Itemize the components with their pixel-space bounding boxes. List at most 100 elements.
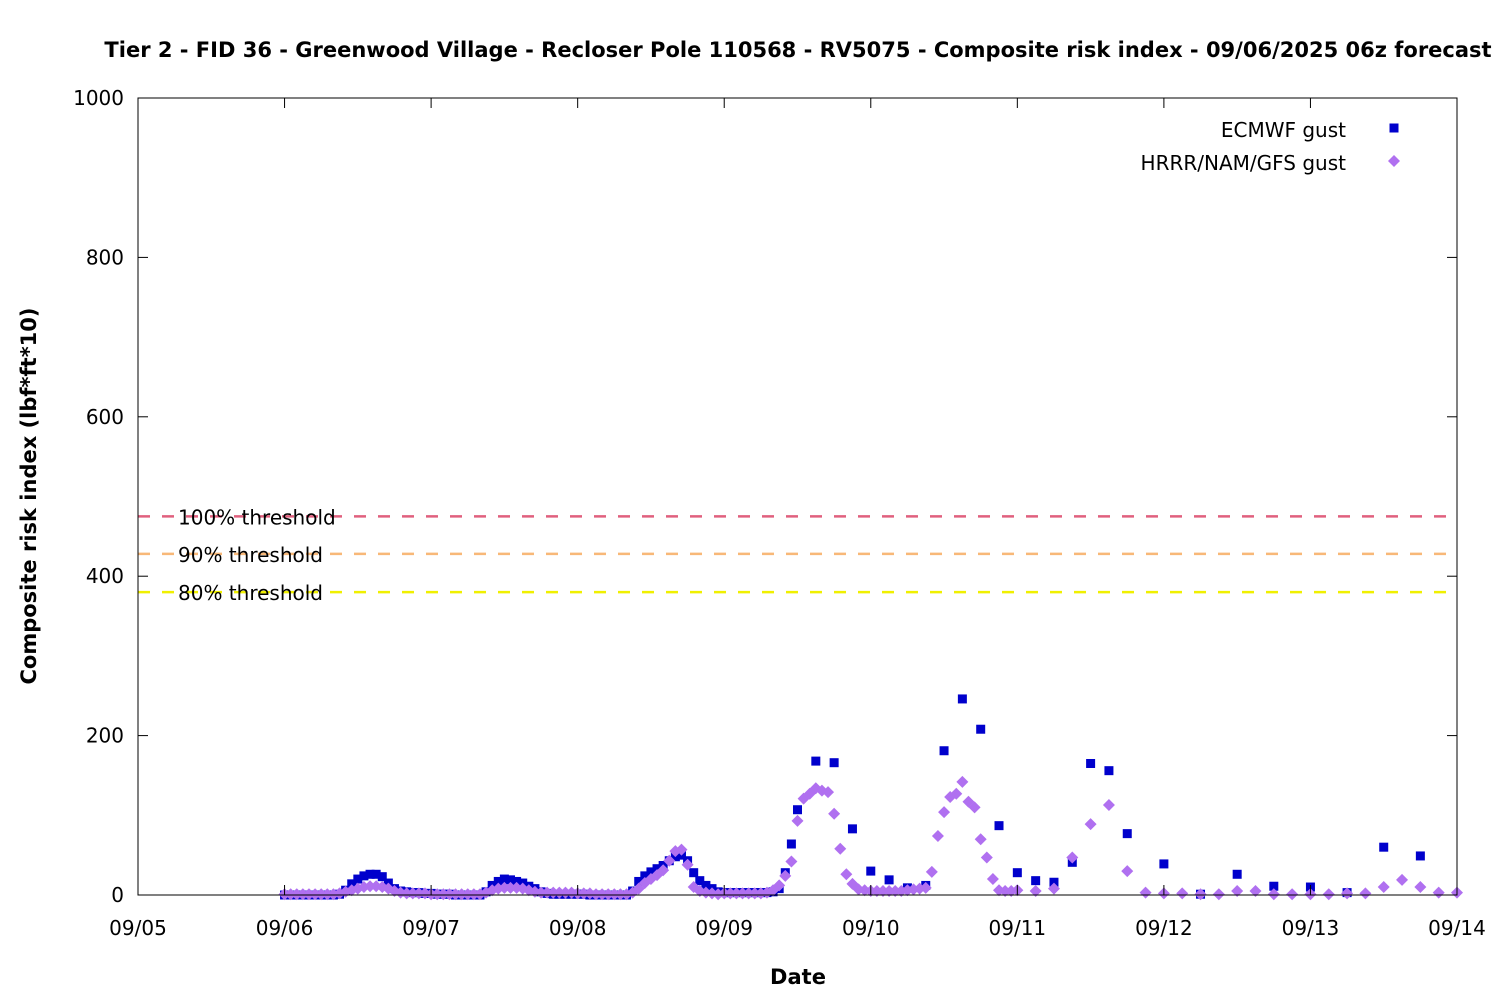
hrrr-point	[840, 868, 853, 881]
hrrr-point	[315, 888, 328, 901]
x-tick-labels: 09/05 09/06 09/07 09/08 09/09 09/10 09/11 09/12…	[109, 916, 1486, 940]
ecmwf-point	[957, 694, 967, 704]
hrrr-point	[614, 888, 627, 901]
hrrr-point	[999, 885, 1012, 898]
hrrr-point	[577, 887, 590, 900]
hrrr-point	[1286, 888, 1299, 901]
x-tick-label: 09/06	[256, 916, 314, 940]
hrrr-point	[968, 801, 981, 814]
hrrr-point	[400, 887, 413, 900]
ecmwf-point	[377, 872, 387, 882]
ecmwf-point	[347, 879, 357, 889]
hrrr-point	[1029, 885, 1042, 898]
x-tick-label: 09/13	[1282, 916, 1340, 940]
axis-ticks	[137, 97, 1458, 896]
x-axis-label: Date	[770, 965, 826, 989]
hrrr-point	[412, 887, 425, 900]
hrrr-point	[364, 880, 377, 893]
ecmwf-point	[505, 875, 515, 885]
ecmwf-point	[1049, 877, 1059, 887]
hrrr-point	[321, 888, 334, 901]
hrrr-point	[1396, 873, 1409, 886]
hrrr-point	[1432, 886, 1445, 899]
hrrr-point	[608, 888, 621, 901]
ecmwf-point	[353, 874, 363, 884]
y-tick-labels: 0 200 400 600 800 1000	[73, 86, 124, 907]
x-tick-label: 09/08	[549, 916, 607, 940]
hrrr-point	[828, 807, 841, 820]
x-tick-label: 09/14	[1428, 916, 1486, 940]
hrrr-point	[931, 830, 944, 843]
threshold-lines: 100% threshold 90% threshold 80% threshold	[138, 505, 1457, 605]
hrrr-point	[1377, 881, 1390, 894]
y-axis-label: Composite risk index (lbf*ft*10)	[17, 307, 41, 684]
ecmwf-point	[1122, 829, 1132, 839]
hrrr-point	[748, 887, 761, 900]
hrrr-point	[309, 888, 322, 901]
hrrr-point	[1267, 888, 1280, 901]
hrrr-point	[443, 888, 456, 901]
hrrr-point	[1066, 851, 1079, 864]
hrrr-point	[437, 888, 450, 901]
hrrr-point	[1231, 885, 1244, 898]
ecmwf-point	[847, 824, 857, 834]
hrrr-point	[1084, 818, 1097, 831]
hrrr-point	[559, 886, 572, 899]
hrrr-point	[498, 881, 511, 894]
ecmwf-point	[786, 839, 796, 849]
ecmwf-point	[829, 758, 839, 768]
legend-label: ECMWF gust	[1221, 118, 1346, 142]
hrrr-point	[986, 873, 999, 886]
ecmwf-point	[1379, 842, 1389, 852]
threshold-label: 80% threshold	[178, 581, 323, 605]
hrrr-point	[779, 869, 792, 882]
hrrr-point	[1121, 865, 1134, 878]
hrrr-point	[1194, 888, 1207, 901]
ecmwf-point	[646, 867, 656, 877]
ecmwf-point	[884, 875, 894, 885]
hrrr-point	[541, 886, 554, 899]
threshold-label: 90% threshold	[178, 543, 323, 567]
threshold-label: 100% threshold	[178, 505, 336, 529]
ecmwf-point	[1104, 766, 1114, 776]
hrrr-point	[1322, 888, 1335, 901]
ecmwf-point	[811, 756, 821, 766]
legend-marker-hrrr	[1388, 155, 1400, 167]
ecmwf-point	[976, 724, 986, 734]
ecmwf-point	[365, 869, 375, 879]
hrrr-point	[431, 888, 444, 901]
hrrr-point	[1047, 882, 1060, 895]
hrrr-point	[974, 833, 987, 846]
hrrr-point	[467, 888, 480, 901]
hrrr-point	[1176, 887, 1189, 900]
hrrr-point	[889, 885, 902, 898]
hrrr-point	[663, 854, 676, 867]
ecmwf-point	[499, 874, 509, 884]
hrrr-point	[296, 888, 309, 901]
ecmwf-point	[371, 869, 381, 879]
hrrr-point	[547, 886, 560, 899]
x-tick-label: 09/11	[989, 916, 1047, 940]
hrrr-point	[406, 887, 419, 900]
legend: ECMWF gust HRRR/NAM/GFS gust	[1141, 118, 1400, 175]
hrrr-point	[553, 886, 566, 899]
ecmwf-point	[695, 876, 705, 886]
ecmwf-point	[1159, 859, 1169, 869]
hrrr-point	[785, 855, 798, 868]
hrrr-point	[589, 888, 602, 901]
ecmwf-point	[1086, 758, 1096, 768]
hrrr-point	[883, 885, 896, 898]
hrrr-point	[736, 887, 749, 900]
ecmwf-point	[640, 871, 650, 881]
ecmwf-point	[793, 805, 802, 815]
chart-title: Tier 2 - FID 36 - Greenwood Village - Re…	[104, 38, 1491, 62]
ecmwf-point	[1012, 868, 1022, 878]
x-tick-label: 09/09	[695, 916, 753, 940]
hrrr-point	[455, 888, 468, 901]
ecmwf-point	[493, 876, 503, 886]
hrrr-point	[681, 858, 694, 871]
hrrr-point	[938, 806, 951, 819]
ecmwf-point	[994, 821, 1004, 831]
hrrr-point	[791, 814, 804, 827]
hrrr-point	[950, 787, 963, 800]
